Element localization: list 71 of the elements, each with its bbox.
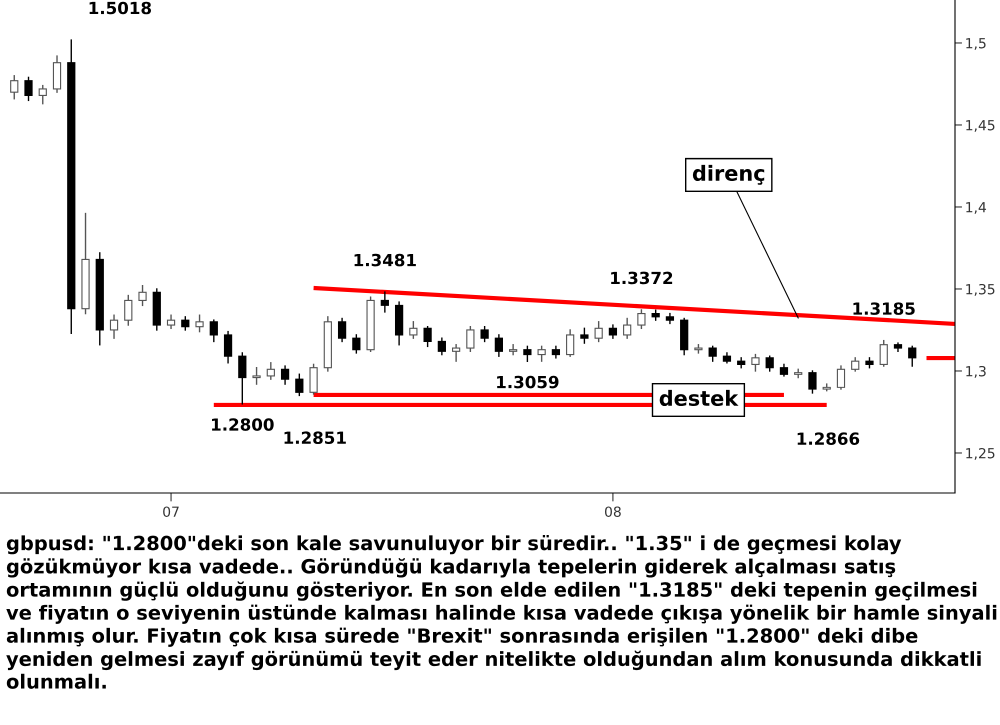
candlestick bbox=[780, 364, 788, 377]
candlestick bbox=[737, 357, 746, 368]
candlestick bbox=[224, 330, 232, 364]
candlestick bbox=[124, 294, 132, 326]
candlestick bbox=[594, 321, 603, 342]
candlestick bbox=[836, 365, 846, 390]
candlestick bbox=[652, 310, 660, 321]
candlestick bbox=[480, 326, 489, 342]
y-tick-label: 1,5 bbox=[966, 38, 986, 50]
candlestick bbox=[280, 365, 290, 385]
candlestick bbox=[722, 352, 732, 364]
annotation: 1.2800 bbox=[212, 418, 274, 431]
y-tick-label: 1,35 bbox=[966, 284, 994, 296]
candlestick bbox=[238, 352, 246, 404]
candlestick bbox=[380, 291, 389, 313]
y-tick-label: 1,45 bbox=[966, 120, 994, 132]
candlestick bbox=[138, 285, 147, 306]
candlestick bbox=[38, 84, 47, 104]
candlestick bbox=[509, 344, 518, 356]
x-tick-label: 07 bbox=[163, 506, 179, 517]
candlestick bbox=[338, 318, 346, 342]
candlestick bbox=[566, 329, 574, 357]
annotation: 1.2866 bbox=[798, 432, 860, 445]
annotation: 1.3059 bbox=[497, 376, 558, 388]
candlestick bbox=[552, 346, 560, 359]
annotation: direnç bbox=[692, 164, 764, 185]
candlestick bbox=[623, 318, 632, 339]
candlestick bbox=[694, 344, 703, 354]
candlestick bbox=[181, 316, 190, 331]
candlestick bbox=[252, 367, 261, 385]
candlestick bbox=[110, 314, 118, 339]
candlestick bbox=[409, 321, 418, 339]
candlestick bbox=[10, 75, 18, 100]
candlestick bbox=[580, 328, 589, 344]
candlestick bbox=[880, 340, 888, 367]
candlestick bbox=[851, 357, 860, 372]
candlestick bbox=[822, 383, 831, 392]
candlestick bbox=[423, 326, 432, 348]
candlestick bbox=[195, 314, 204, 332]
candlestick bbox=[908, 346, 916, 367]
candlestick bbox=[637, 309, 646, 330]
annotation: 1.5018 bbox=[90, 2, 152, 14]
candlestick bbox=[210, 319, 218, 342]
annotation: 1.3185 bbox=[853, 302, 915, 315]
candlestick bbox=[352, 334, 360, 354]
candlestick bbox=[751, 354, 760, 372]
annotation: 1.3372 bbox=[611, 272, 672, 284]
candlestick bbox=[166, 314, 176, 330]
annotation: 1.2851 bbox=[284, 431, 346, 444]
candlestick bbox=[295, 374, 304, 396]
candlestick bbox=[608, 324, 618, 339]
candlestick bbox=[666, 312, 674, 324]
candlestick bbox=[808, 370, 817, 394]
candlestick bbox=[266, 362, 275, 380]
candlestick bbox=[494, 334, 503, 357]
candlestick bbox=[452, 344, 460, 362]
candlestick bbox=[766, 356, 774, 372]
annotation: destek bbox=[660, 390, 739, 406]
y-tick-label: 1,3 bbox=[966, 366, 986, 378]
candlestick bbox=[538, 346, 546, 362]
y-tick-label: 1,25 bbox=[966, 448, 994, 460]
candlestick bbox=[466, 326, 474, 352]
annotation: 1.3481 bbox=[354, 254, 416, 266]
candlestick bbox=[708, 346, 717, 362]
y-tick-label: 1,4 bbox=[966, 202, 986, 214]
candlestick bbox=[865, 357, 874, 368]
x-tick-label: 08 bbox=[604, 506, 621, 517]
text: gbpusd: "1.2800"deki son kale savunuluyor bir süredir.. "1.35" i de geçmesi kolay gözükmüyor kısa vadede.. Göründüğü kadarıyla tepelerin giderek alçalması satış ortamının güçlü olduğunu gösteriyor. En son elde edilen "1.3185" deki tepenin geçilmesi ve fiyatın o seviyenin üstünde kalması halinde kısa vadede çıkışa yönelik bir hamle sinyali alınmış olur. Fiyatın çok kısa sürede "Brexit" sonrasında erişilen "1.2800" deki dibe yeniden gelmesi zayıf görünümü teyit eder nitelikte olduğundan alım konusunda dikkatli olunmalı. bbox=[6, 535, 996, 689]
candlestick bbox=[24, 76, 33, 102]
candlestick bbox=[438, 337, 446, 356]
candlestick bbox=[523, 346, 532, 362]
